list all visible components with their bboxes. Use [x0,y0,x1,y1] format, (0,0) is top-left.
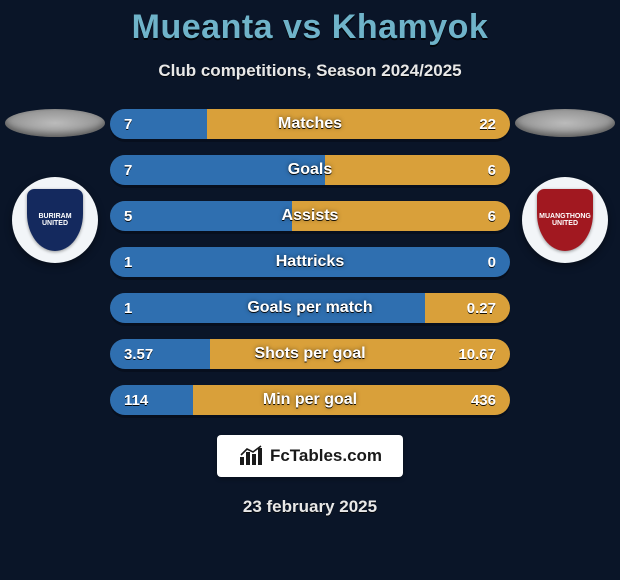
brand-logo: FcTables.com [217,435,403,477]
player-silhouette-right [515,109,615,137]
stat-value-right: 22 [479,109,496,139]
player-silhouette-left [5,109,105,137]
stat-value-right: 6 [488,201,496,231]
stat-value-left: 7 [124,109,132,139]
left-team-crest: BURIRAM UNITED [27,189,83,251]
stat-row: 3.5710.67Shots per goal [110,339,510,369]
comparison-content: BURIRAM UNITED MUANGTHONG UNITED 722Matc… [0,109,620,415]
stat-bar-left [110,293,425,323]
stat-row: 722Matches [110,109,510,139]
right-crest-text: MUANGTHONG UNITED [537,213,593,227]
stat-value-left: 1 [124,293,132,323]
stat-row: 10.27Goals per match [110,293,510,323]
stat-value-left: 7 [124,155,132,185]
stat-value-left: 114 [124,385,148,415]
stat-value-right: 0.27 [467,293,496,323]
stat-row: 56Assists [110,201,510,231]
stat-bar-left [110,247,510,277]
stat-value-left: 3.57 [124,339,153,369]
stat-row: 114436Min per goal [110,385,510,415]
stat-value-right: 436 [471,385,496,415]
stat-bar-right [193,385,510,415]
stat-row: 76Goals [110,155,510,185]
stat-value-left: 1 [124,247,132,277]
stat-bar-right [325,155,510,185]
stat-row: 10Hattricks [110,247,510,277]
stat-value-right: 0 [488,247,496,277]
stat-value-right: 6 [488,155,496,185]
left-team-col: BURIRAM UNITED [0,109,110,263]
stat-bar-left [110,385,193,415]
footer-date: 23 february 2025 [0,497,620,517]
chart-icon [238,445,264,467]
stat-bar-right [292,201,510,231]
left-team-badge: BURIRAM UNITED [12,177,98,263]
stat-bars: 722Matches76Goals56Assists10Hattricks10.… [110,109,510,415]
right-team-badge: MUANGTHONG UNITED [522,177,608,263]
right-team-col: MUANGTHONG UNITED [510,109,620,263]
page-title: Mueanta vs Khamyok [0,0,620,47]
stat-bar-right [207,109,510,139]
stat-value-left: 5 [124,201,132,231]
stat-value-right: 10.67 [458,339,496,369]
left-crest-text: BURIRAM UNITED [27,213,83,227]
page-subtitle: Club competitions, Season 2024/2025 [0,61,620,81]
stat-bar-left [110,201,292,231]
stat-bar-left [110,155,325,185]
right-team-crest: MUANGTHONG UNITED [537,189,593,251]
brand-text: FcTables.com [270,446,382,466]
